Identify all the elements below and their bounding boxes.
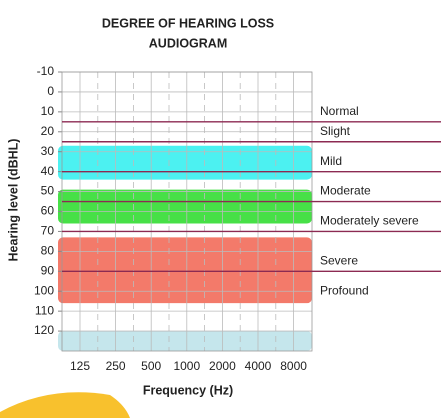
y-tick-label: 50 xyxy=(41,184,55,198)
y-tick-label: 10 xyxy=(41,104,55,118)
x-axis-label: Frequency (Hz) xyxy=(143,383,233,397)
hearing-band xyxy=(58,189,312,224)
y-tick-label: 100 xyxy=(34,283,54,297)
degree-label: Moderate xyxy=(320,184,371,198)
y-tick-label: 60 xyxy=(41,204,55,218)
chart-subtitle: AUDIOGRAM xyxy=(149,36,227,50)
x-tick-label: 1000 xyxy=(173,359,200,373)
degree-label: Moderately severe xyxy=(320,214,419,228)
degree-label: Profound xyxy=(320,283,369,297)
hearing-band xyxy=(58,331,312,351)
x-tick-label: 8000 xyxy=(280,359,307,373)
y-tick-label: 30 xyxy=(41,144,55,158)
y-tick-label: 90 xyxy=(41,263,55,277)
y-tick-label: 20 xyxy=(41,124,55,138)
y-axis-label: Hearing level (dBHL) xyxy=(6,139,20,262)
x-tick-label: 4000 xyxy=(245,359,272,373)
y-tick-label: 120 xyxy=(34,323,54,337)
x-tick-label: 500 xyxy=(141,359,161,373)
x-tick-label: 250 xyxy=(106,359,126,373)
plot-frame xyxy=(61,71,313,352)
y-tick-label: -10 xyxy=(37,64,55,78)
x-tick-label: 125 xyxy=(70,359,90,373)
y-tick-label: 70 xyxy=(41,224,55,238)
y-tick-label: 110 xyxy=(35,303,54,317)
degree-label: Slight xyxy=(320,124,351,138)
y-tick-label: 80 xyxy=(41,244,55,258)
hearing-band xyxy=(58,145,312,180)
y-tick-label: 40 xyxy=(41,164,55,178)
decoration xyxy=(0,392,130,418)
degree-label: Mild xyxy=(320,154,342,168)
degree-label: Severe xyxy=(320,253,358,267)
hearing-band xyxy=(58,237,312,304)
x-tick-label: 2000 xyxy=(209,359,236,373)
chart-title: DEGREE OF HEARING LOSS xyxy=(102,16,274,30)
y-tick-label: 0 xyxy=(47,84,54,98)
degree-label: Normal xyxy=(320,104,359,118)
